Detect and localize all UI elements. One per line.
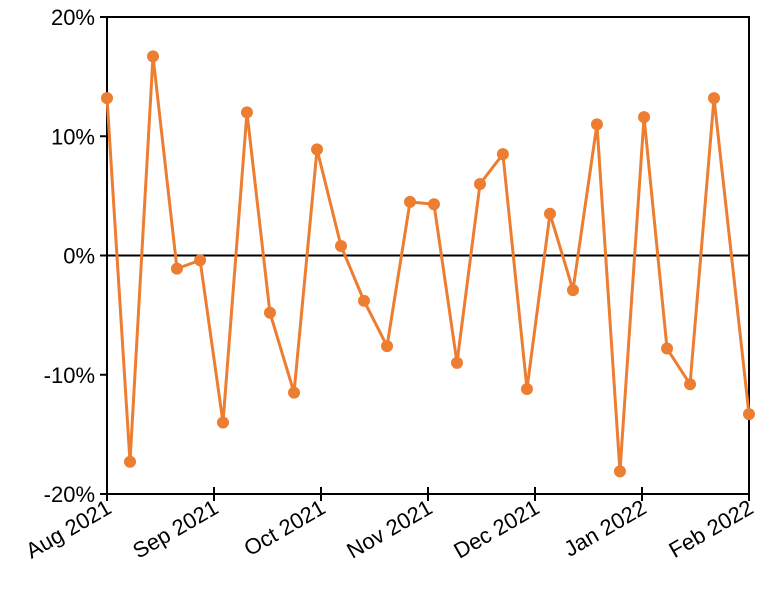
x-tick-label: Dec 2021 — [449, 495, 543, 564]
data-point — [684, 378, 697, 391]
data-point — [474, 177, 487, 190]
data-point — [216, 416, 229, 429]
data-point — [194, 254, 207, 267]
data-point — [520, 383, 533, 396]
data-point — [496, 148, 509, 161]
data-point — [590, 118, 603, 131]
data-point — [613, 465, 626, 478]
y-tick-label: -10% — [44, 363, 95, 388]
data-point — [335, 239, 348, 252]
data-point — [170, 262, 183, 275]
data-point — [147, 50, 160, 63]
data-point — [427, 198, 440, 211]
data-point — [450, 356, 463, 369]
y-tick-label: 10% — [51, 124, 95, 149]
data-point — [543, 207, 556, 220]
data-point — [240, 106, 253, 119]
data-point — [358, 294, 371, 307]
y-tick-label: 20% — [51, 5, 95, 30]
data-point — [101, 92, 113, 105]
series-line — [105, 56, 751, 472]
data-point — [638, 111, 651, 124]
data-point — [263, 306, 276, 319]
x-tick-label: Oct 2021 — [240, 495, 330, 561]
y-tick-label: 0% — [63, 244, 95, 269]
data-point — [381, 340, 394, 353]
data-point — [124, 455, 137, 468]
data-point — [661, 342, 674, 355]
data-point — [288, 386, 301, 399]
x-tick-label: Sep 2021 — [128, 495, 222, 564]
x-tick-label: Nov 2021 — [342, 495, 436, 564]
data-point — [566, 284, 579, 297]
x-tick-label: Jan 2022 — [560, 495, 651, 562]
data-point — [743, 408, 755, 421]
data-point — [708, 92, 721, 105]
y-tick-label: -20% — [44, 482, 95, 507]
data-point — [311, 143, 324, 156]
x-tick-label: Feb 2022 — [664, 495, 757, 563]
data-point — [404, 195, 417, 208]
